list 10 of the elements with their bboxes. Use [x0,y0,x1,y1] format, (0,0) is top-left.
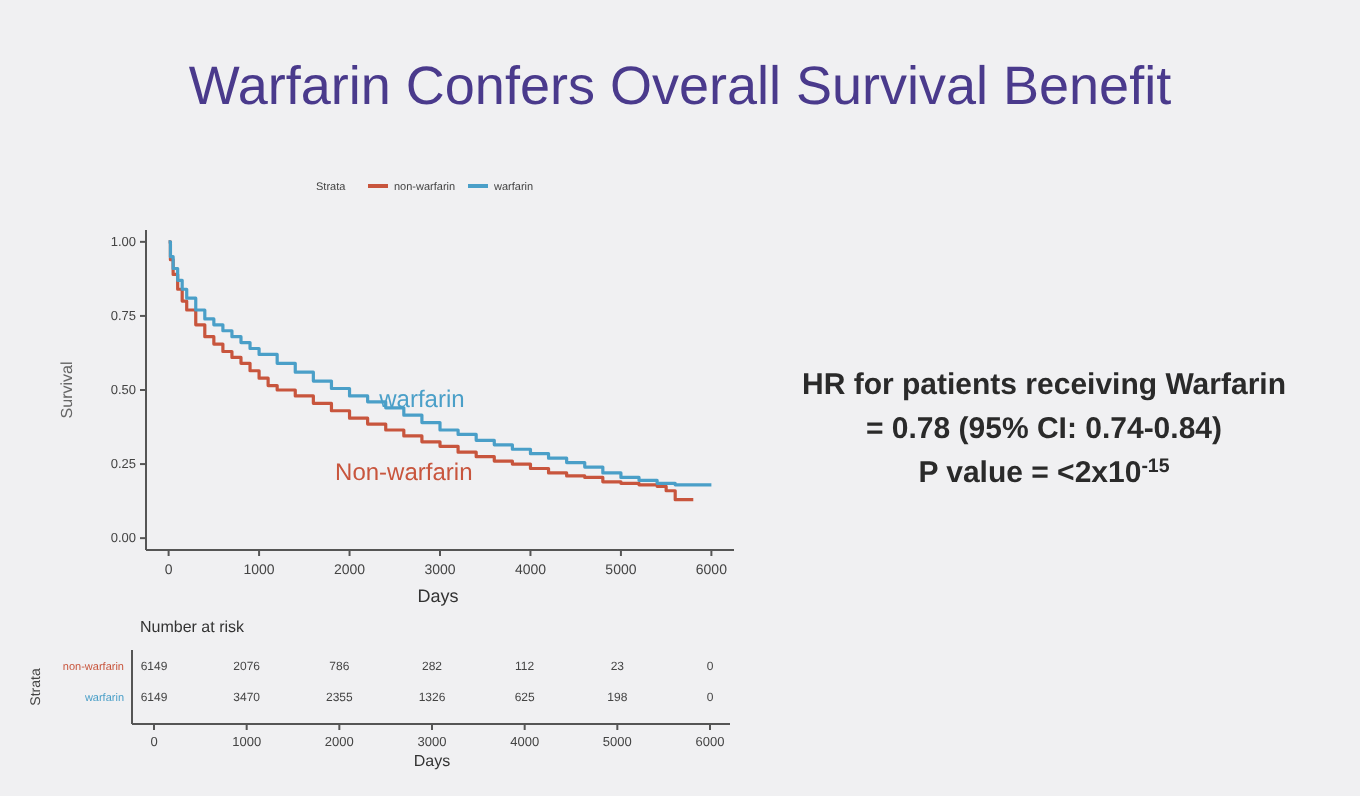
y-axis-title: Survival [58,361,76,419]
x-axis-title: Days [417,586,460,606]
text: = 0.78 (95% CI: 0.74-0.84) [865,412,1223,446]
chart-title: Warfarin Confers Overall Survival Benefit [188,56,1173,116]
x-axis-title: Days [413,752,451,770]
text: P value = <2x10$^{-15}$ [918,455,1171,490]
annotation: warfarin [377,384,465,413]
annotation: Non-warfarin [335,457,473,486]
text: HR for patients receiving Warfarin [802,368,1286,402]
chart-title: Number at risk [140,618,247,636]
